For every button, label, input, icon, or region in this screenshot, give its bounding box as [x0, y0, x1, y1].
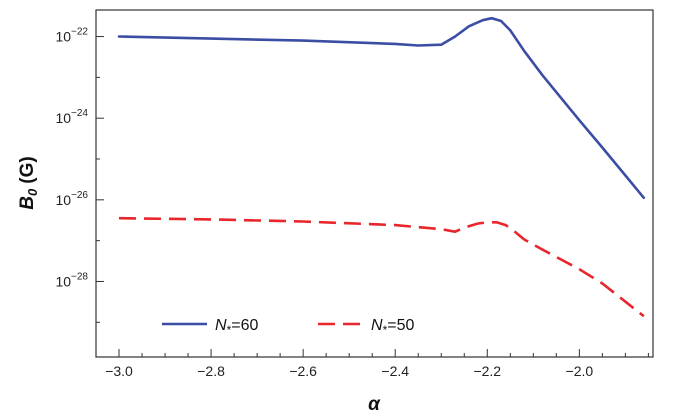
x-tick-label: −2.8: [197, 363, 225, 379]
legend-n50-sub: *: [383, 323, 388, 337]
legend: N*=60 N*=50: [162, 317, 414, 337]
x-tick-label: −2.4: [381, 363, 409, 379]
legend-label-n60: N*=60: [215, 317, 258, 337]
legend-label-n50: N*=50: [371, 317, 414, 337]
legend-n60-main: N: [215, 317, 227, 334]
y-tick-base: 10: [55, 29, 71, 45]
x-tick-label: −2.6: [289, 363, 317, 379]
series-lines: [117, 16, 646, 318]
y-tick-base: 10: [55, 192, 71, 208]
legend-n60-sub: *: [227, 323, 232, 337]
x-axis-title: α: [368, 394, 381, 415]
y-axis-title-sub: 0: [25, 188, 40, 196]
y-tick-power: −28: [71, 271, 88, 282]
x-tick-label: −2.2: [473, 363, 501, 379]
x-tick-label: −2.0: [566, 363, 594, 379]
y-axis-title-unit: (G): [17, 156, 38, 183]
x-tick-labels: −3.0 −2.8 −2.6 −2.4 −2.2 −2.0: [105, 363, 593, 379]
y-tick-label: 10−28: [55, 271, 88, 289]
y-tick-label: 10−22: [55, 27, 88, 45]
y-tick-label: 10−26: [55, 190, 88, 208]
y-tick-power: −22: [71, 27, 88, 38]
x-tick-label: −3.0: [105, 363, 133, 379]
legend-n50-value: =50: [387, 317, 414, 334]
y-tick-base: 10: [55, 110, 71, 126]
plot-frame: [95, 9, 654, 358]
series-line-n50: [118, 216, 645, 318]
y-tick-base: 10: [55, 273, 71, 289]
y-tick-power: −26: [71, 190, 88, 201]
series-line-n60: [117, 16, 646, 200]
legend-n50-main: N: [371, 317, 383, 334]
y-axis-title: B0 (G): [17, 156, 40, 209]
legend-n60-value: =60: [231, 317, 258, 334]
y-tick-power: −24: [71, 108, 88, 119]
y-axis-title-main: B: [17, 196, 38, 210]
y-tick-label: 10−24: [55, 108, 88, 126]
axis-ticks: [96, 36, 649, 357]
